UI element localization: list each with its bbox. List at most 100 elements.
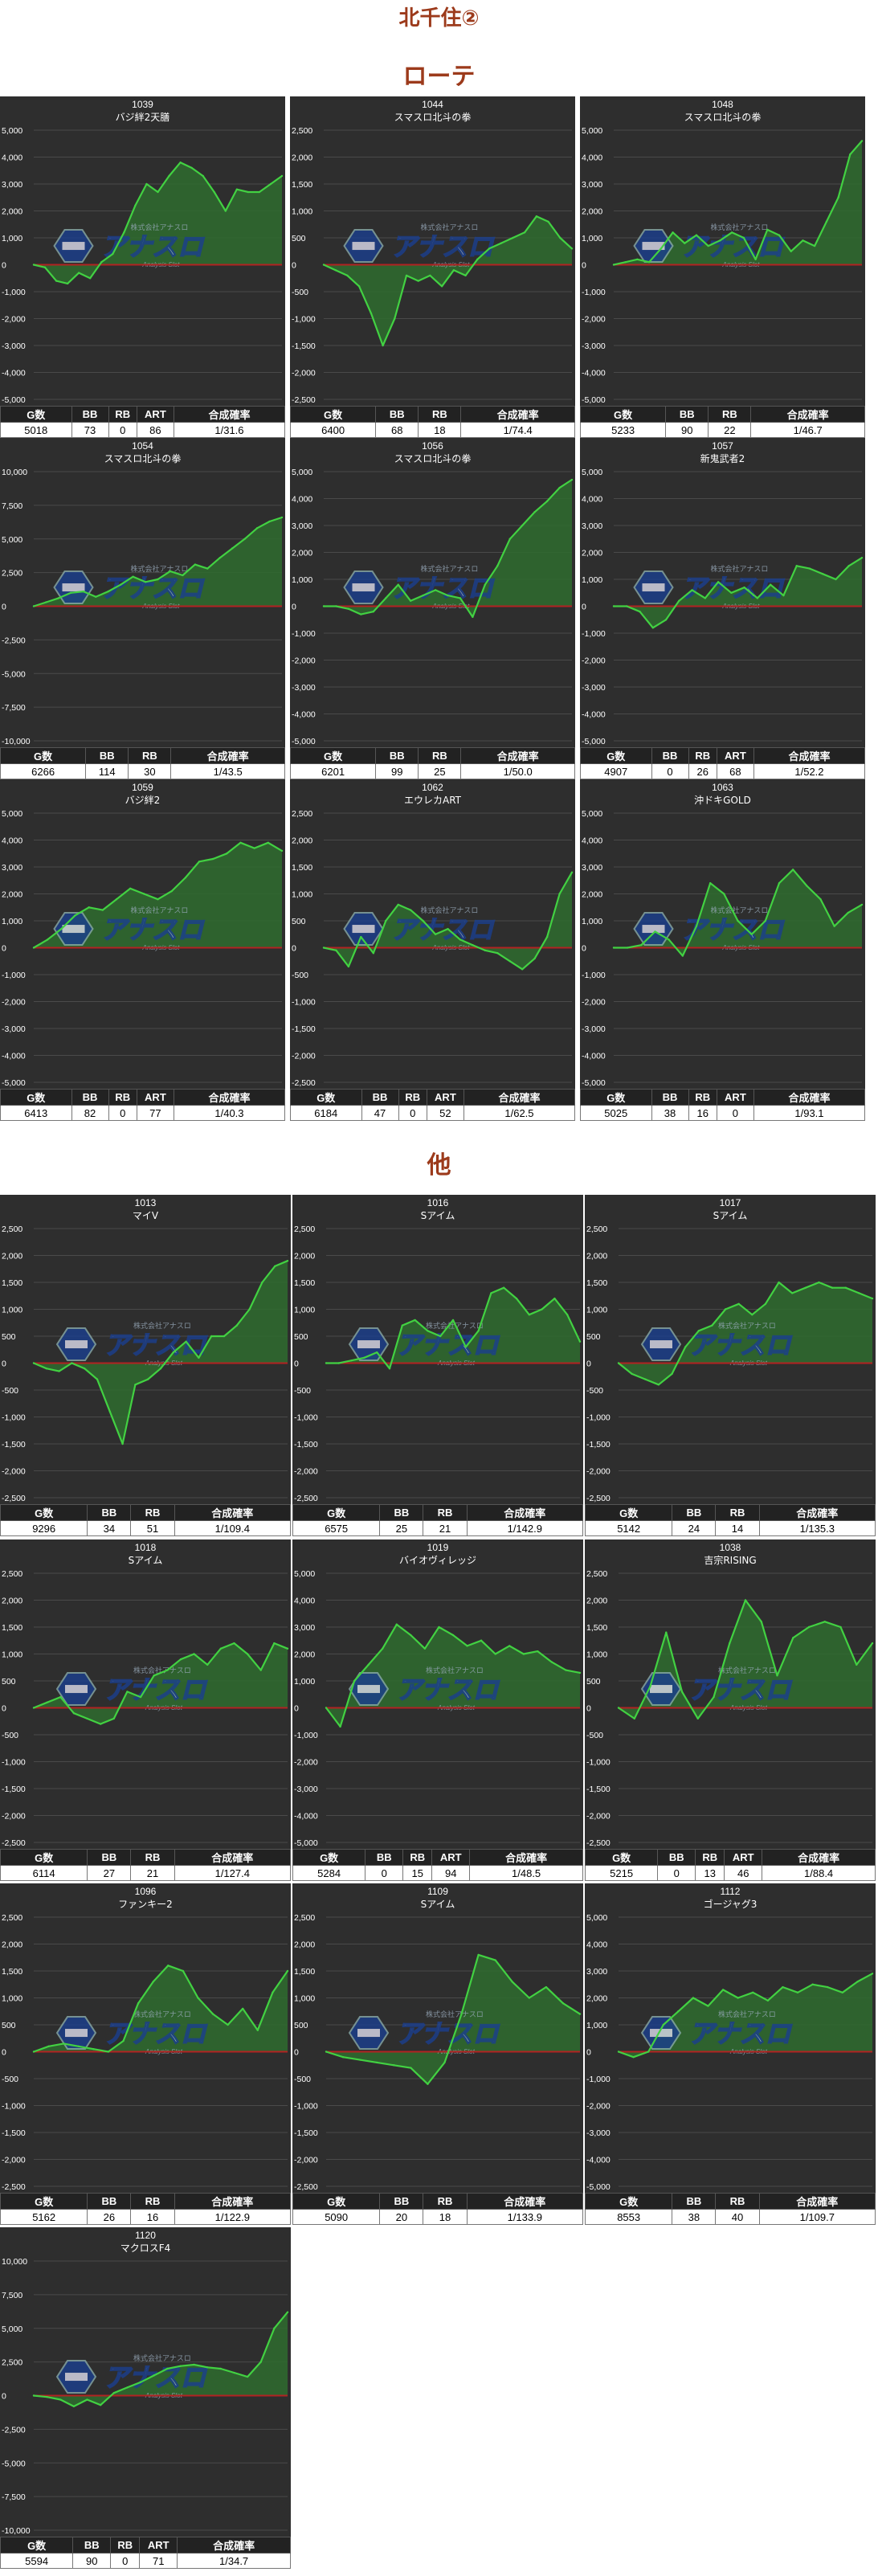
data-point: [202, 174, 204, 178]
data-point: [74, 914, 76, 917]
data-point: [370, 312, 373, 314]
y-tick-label: 0: [2, 603, 6, 612]
stats-value-cell: 6266: [0, 763, 87, 779]
data-point: [235, 188, 239, 190]
data-point: [258, 190, 261, 194]
watermark-hex-bar: [650, 1685, 672, 1694]
stats-header-cell: G数: [0, 1089, 72, 1106]
data-point: [612, 605, 615, 607]
data-point: [334, 269, 337, 272]
y-tick-label: -1,000: [582, 629, 606, 639]
stats-header-cell: BB: [651, 1089, 689, 1106]
y-tick-label: -4,000: [586, 2156, 611, 2165]
stats-header-cell: G数: [584, 2193, 673, 2210]
y-tick-label: -3,000: [582, 1024, 606, 1034]
watermark-text: アナスロ: [101, 914, 205, 945]
data-point: [751, 1314, 753, 1316]
data-point: [640, 943, 643, 947]
data-point: [198, 861, 201, 863]
data-point: [632, 2056, 635, 2059]
stats-value-cell: 1/127.4: [174, 1865, 292, 1881]
y-tick-label: -1,500: [2, 2128, 26, 2138]
machine-number: 1018: [135, 1542, 157, 1553]
y-tick-label: 0: [2, 1704, 6, 1714]
y-tick-label: -10,000: [2, 737, 31, 746]
stats-value-cell: 14: [715, 1520, 760, 1536]
watermark-top: 株式会社アナスロ: [421, 906, 479, 915]
machine-number: 1056: [422, 440, 443, 452]
data-point: [269, 182, 272, 186]
y-tick-label: 1,000: [2, 1306, 22, 1315]
data-point: [459, 938, 462, 941]
data-point: [839, 1625, 842, 1629]
watermark-top: 株式会社アナスロ: [718, 1666, 776, 1675]
data-point: [423, 1647, 427, 1650]
chart-card-1120: 1120 マクロスF4 10,000 7,500 5,000 2,500 0 -2,500 -5…: [0, 2227, 291, 2569]
chart-card-1039: 1039 バジ絆2天膳 5,000 4,000 3,000 2,000 1,000 0 -1,0…: [0, 96, 286, 438]
data-point: [132, 575, 134, 578]
data-point: [651, 627, 654, 629]
data-point: [112, 2391, 115, 2394]
data-point: [101, 909, 104, 911]
data-point: [657, 1384, 660, 1386]
chart-card-1013: 1013 マイV 2,500 2,000 1,500 1,000 500 0 -500 -1,00…: [0, 1195, 292, 1536]
stats-header-cell: RB: [110, 2537, 141, 2554]
data-point: [695, 234, 698, 236]
data-point: [545, 500, 549, 503]
data-point: [684, 1346, 687, 1348]
y-tick-label: 2,500: [2, 569, 22, 579]
data-point: [385, 597, 387, 599]
data-point: [280, 849, 284, 853]
stats-header-row: G数 BB RB ART 合成確率: [0, 1089, 286, 1106]
data-point: [439, 1335, 442, 1338]
y-tick-label: -1,500: [2, 1785, 26, 1794]
stats-value-row: 8553 38 40 1/109.7: [584, 2209, 876, 2225]
data-point: [466, 1645, 468, 1647]
data-point: [409, 599, 412, 602]
machine-name: スマスロ北斗の拳: [394, 111, 472, 123]
data-point: [170, 889, 173, 893]
y-tick-label: -2,500: [2, 1494, 26, 1503]
data-point: [84, 1368, 86, 1370]
data-point: [578, 1671, 582, 1674]
stats-header-cell: 合成確率: [466, 2193, 584, 2210]
stats-header-cell: BB: [85, 747, 129, 764]
y-tick-label: -500: [2, 2075, 18, 2084]
data-point: [626, 605, 628, 607]
data-point: [654, 930, 656, 933]
data-point: [108, 1410, 111, 1413]
stats-value-row: 9296 34 51 1/109.4: [0, 1520, 292, 1536]
stats-header-cell: BB: [87, 1849, 132, 1866]
stats-value-cell: 1/52.2: [753, 763, 866, 779]
y-tick-label: -2,000: [292, 1052, 316, 1061]
data-point: [166, 2367, 169, 2370]
watermark-top: 株式会社アナスロ: [133, 1321, 191, 1331]
y-tick-label: 1,000: [586, 1306, 607, 1315]
data-point: [831, 1286, 834, 1289]
y-tick-label: 1,000: [294, 1994, 315, 2004]
data-point: [88, 906, 90, 909]
stats-table: G数 BB RB 合成確率 5142 24 14 1/135.3: [584, 1504, 876, 1536]
stats-header-cell: RB: [128, 747, 172, 764]
data-point: [218, 557, 221, 559]
data-point: [167, 1965, 169, 1967]
stats-value-cell: 34: [87, 1520, 132, 1536]
watermark-text: アナスロ: [391, 231, 495, 262]
machine-number: 1063: [712, 782, 733, 793]
stats-value-cell: 26: [688, 763, 717, 779]
data-point: [397, 583, 399, 586]
data-point: [570, 247, 574, 250]
data-point: [578, 1340, 582, 1343]
stats-header-row: G数 BB RB ART 合成確率: [292, 1849, 583, 1866]
data-point: [382, 344, 384, 347]
y-tick-label: 500: [294, 2021, 308, 2030]
data-point: [372, 611, 374, 613]
data-point: [168, 174, 170, 178]
y-tick-label: -4,000: [2, 1052, 26, 1061]
y-tick-label: 0: [292, 944, 296, 954]
data-point: [729, 1642, 731, 1645]
stats-value-row: 5233 90 22 1/46.7: [579, 422, 865, 438]
stats-value-cell: 21: [423, 1520, 468, 1536]
